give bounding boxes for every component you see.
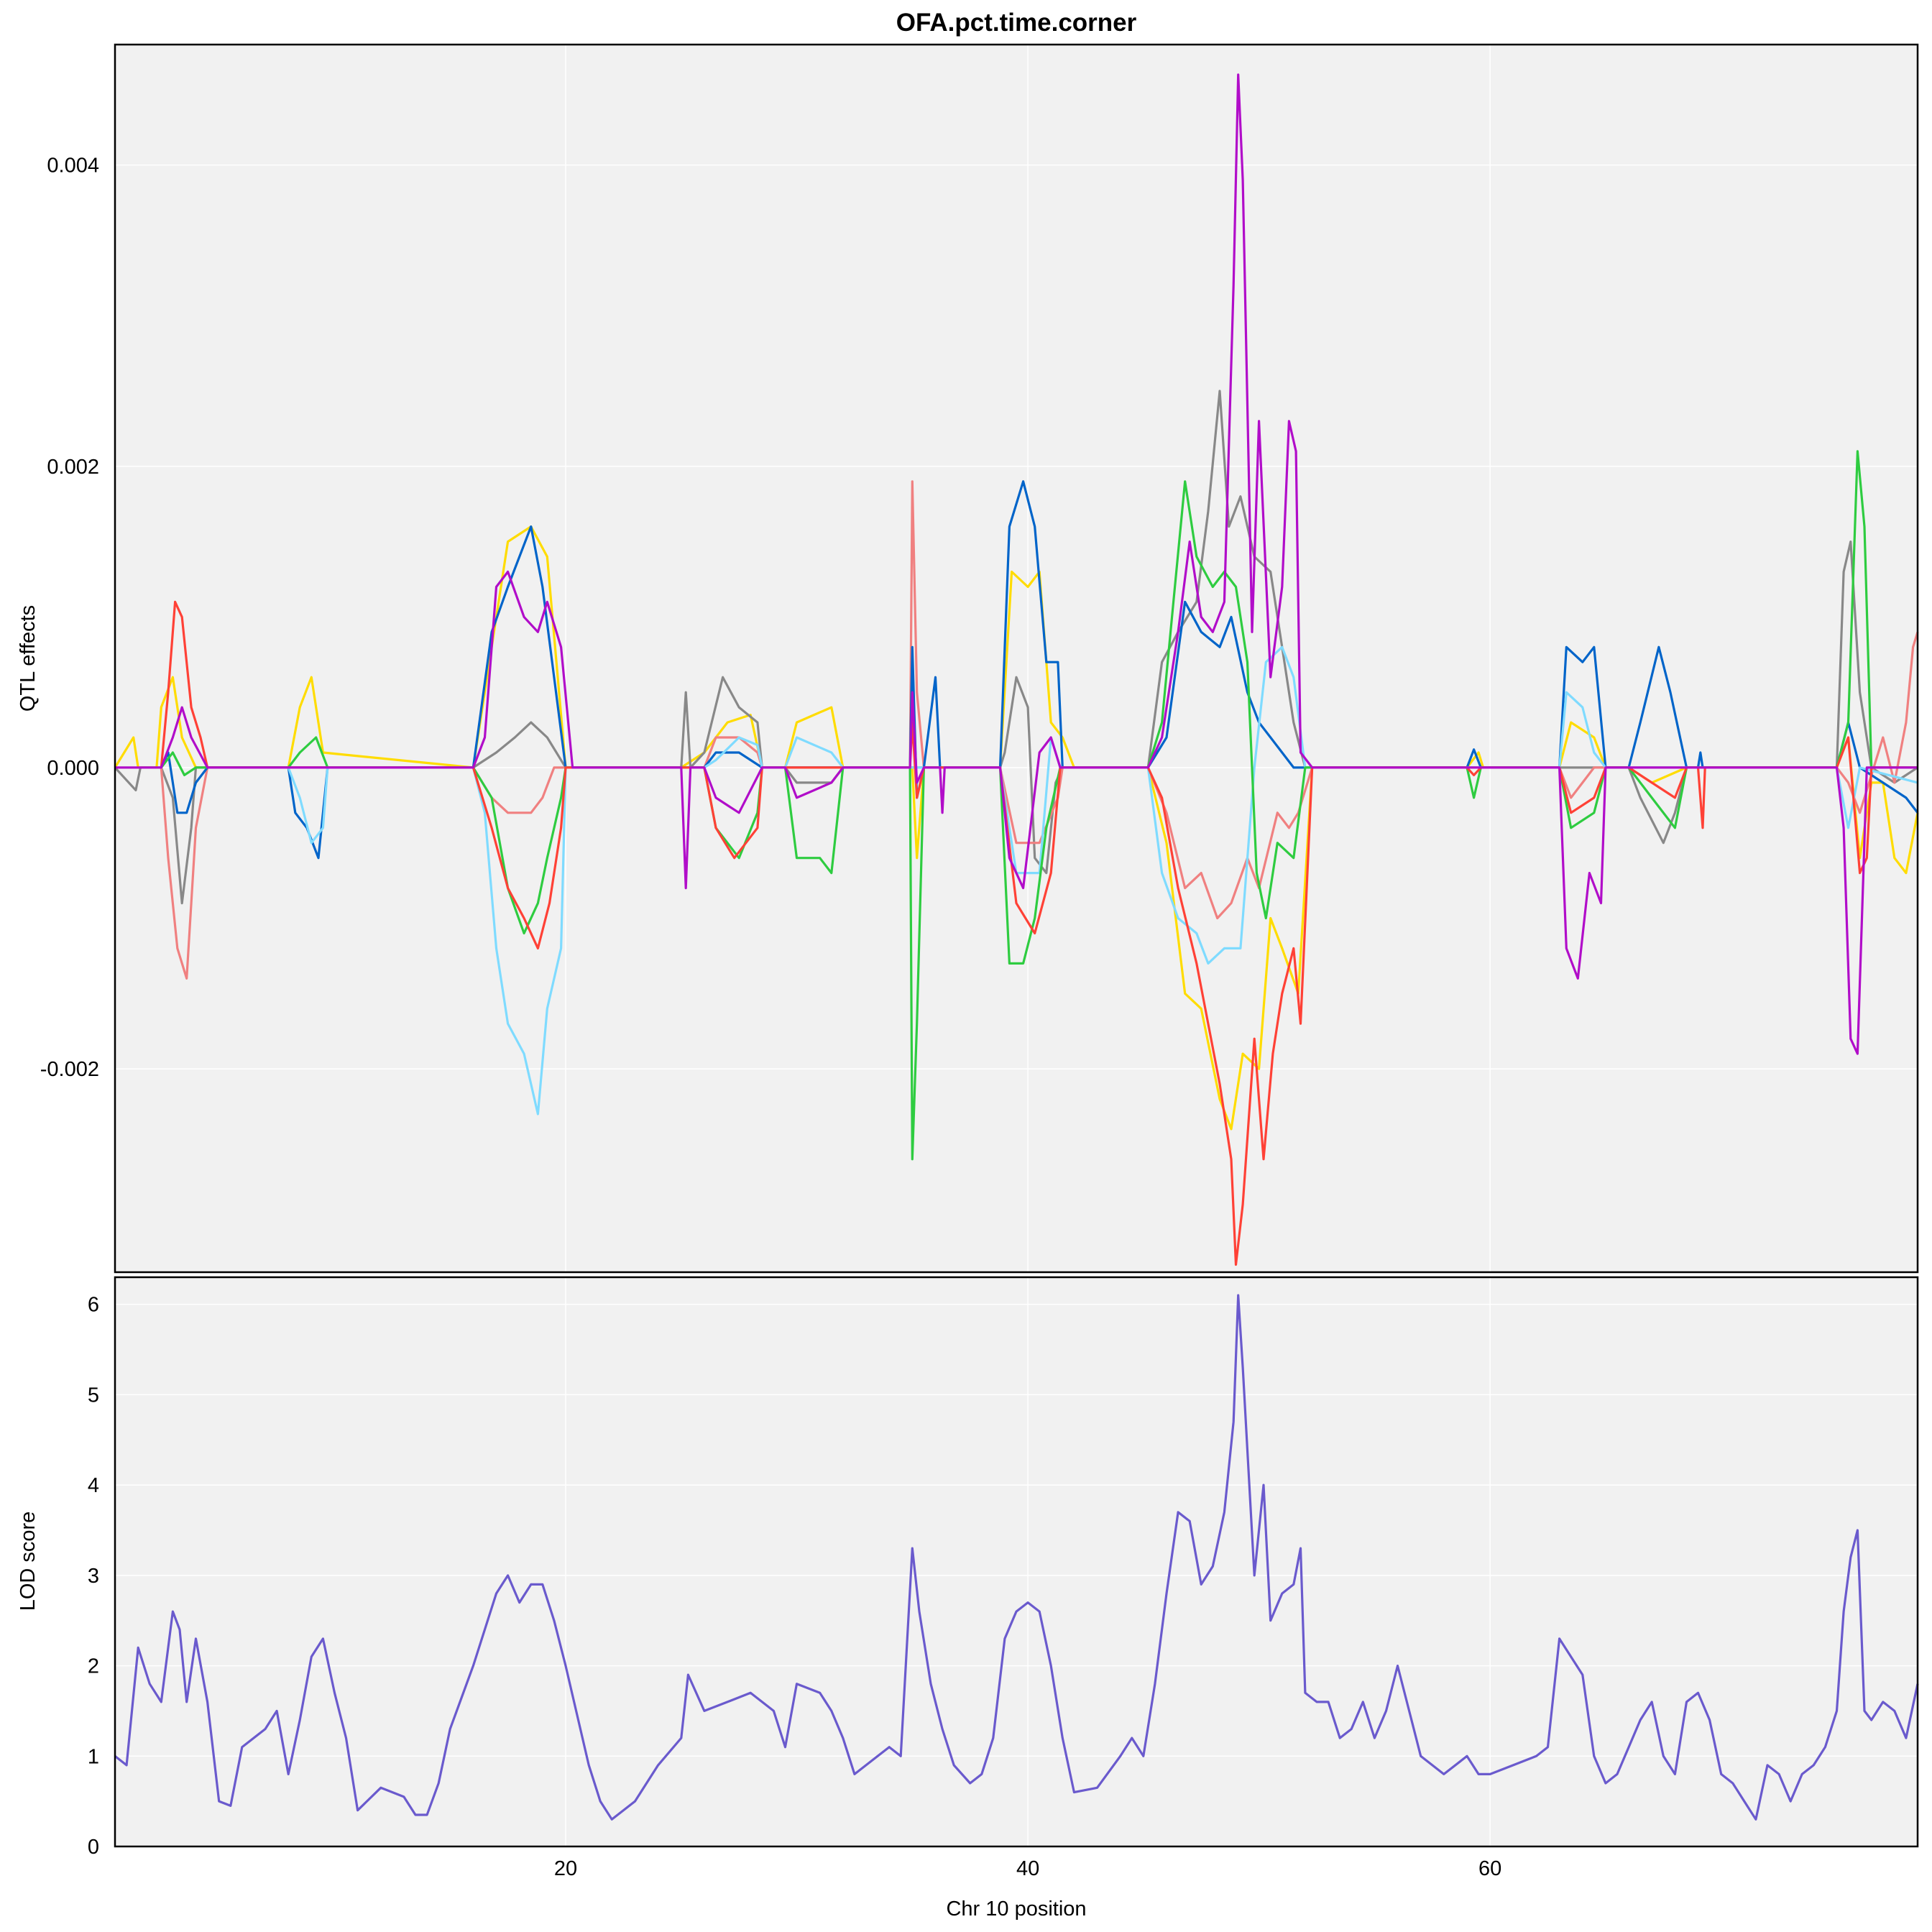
chart-title: OFA.pct.time.corner xyxy=(896,9,1137,37)
lod-panel-frame xyxy=(114,1276,1919,1848)
lod-y-tick-labels: 0 1 2 3 4 5 6 xyxy=(88,1294,99,1859)
x-tick-labels: 20 40 60 xyxy=(554,1857,1501,1880)
y-tick-label: 4 xyxy=(88,1474,99,1497)
series-line-effects-6 xyxy=(160,600,1918,1266)
x-tick-label: 40 xyxy=(1016,1857,1039,1880)
effects-panel-frame xyxy=(114,43,1919,1274)
series-line-effects-5 xyxy=(160,450,1918,1161)
series-line-effects-7 xyxy=(115,73,1918,1055)
y-tick-label: 5 xyxy=(88,1384,99,1407)
y-tick-label: 0.000 xyxy=(47,757,99,780)
effects-series-group xyxy=(114,73,1919,1266)
y-tick-label: 6 xyxy=(88,1294,99,1317)
y-tick-label: 2 xyxy=(88,1655,99,1678)
y-tick-label: 1 xyxy=(88,1745,99,1768)
x-axis-label: Chr 10 position xyxy=(946,1898,1086,1920)
effects-y-axis-label: QTL effects xyxy=(17,605,40,712)
x-tick-label: 20 xyxy=(554,1857,577,1880)
y-tick-label: 0 xyxy=(88,1836,99,1859)
y-tick-label: 3 xyxy=(88,1565,99,1588)
effects-y-tick-labels: -0.002 0.000 0.002 0.004 xyxy=(40,155,99,1081)
lod-y-axis-label: LOD score xyxy=(17,1512,40,1611)
series-line-lod-0 xyxy=(114,1294,1919,1821)
lod-series-group xyxy=(114,1294,1919,1821)
y-tick-label: 0.002 xyxy=(47,456,99,479)
y-tick-label: -0.002 xyxy=(40,1058,99,1081)
effects-panel-background xyxy=(115,45,1918,1272)
y-tick-label: 0.004 xyxy=(47,155,99,178)
x-tick-label: 60 xyxy=(1478,1857,1501,1880)
lod-panel-background xyxy=(115,1277,1918,1846)
series-line-effects-1 xyxy=(114,390,1918,905)
series-line-effects-2 xyxy=(160,480,1919,980)
